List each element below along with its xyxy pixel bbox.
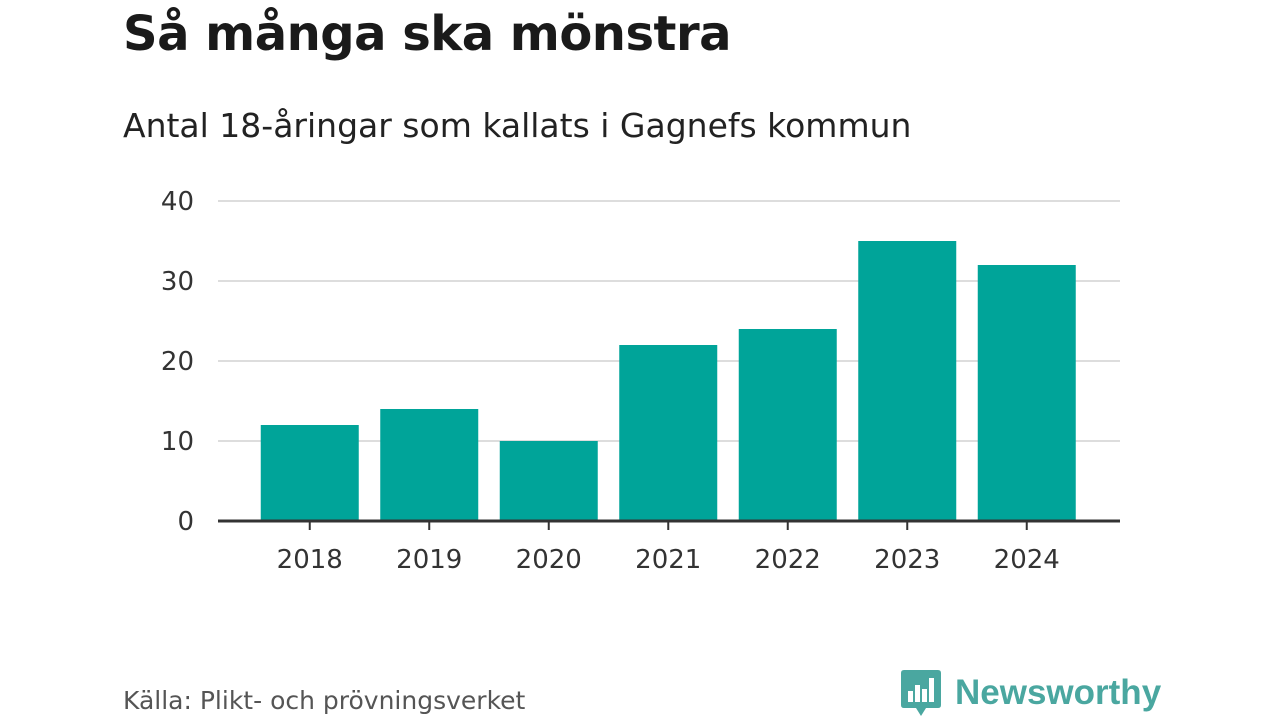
brand-logo: Newsworthy — [901, 670, 1161, 716]
bar — [380, 409, 479, 521]
x-tick-label: 2019 — [396, 545, 462, 575]
bar-chart-speech-bubble-icon — [901, 670, 941, 716]
bar — [619, 345, 718, 521]
chart-title: Så många ska mönstra — [123, 6, 732, 62]
bar — [977, 265, 1076, 521]
brand-name: Newsworthy — [955, 673, 1162, 712]
x-tick-label: 2023 — [874, 545, 940, 575]
bar-chart: 0 10 20 30 40 2018 2019 2020 2021 2022 2023 2024 — [161, 187, 1120, 575]
bar — [858, 241, 957, 521]
x-tick-label: 2018 — [277, 545, 343, 575]
bars — [260, 241, 1076, 521]
y-tick-label: 30 — [161, 267, 194, 297]
axes: 0 10 20 30 40 2018 2019 2020 2021 2022 2023 2024 — [161, 187, 1120, 575]
y-tick-label: 10 — [161, 427, 194, 457]
y-tick-label: 20 — [161, 347, 194, 377]
x-tick-label: 2022 — [755, 545, 821, 575]
x-tick-label: 2024 — [994, 545, 1060, 575]
chart-subtitle: Antal 18-åringar som kallats i Gagnefs k… — [123, 106, 912, 145]
x-tick-label: 2021 — [635, 545, 701, 575]
source-note: Källa: Plikt- och prövningsverket — [123, 686, 526, 715]
bar — [738, 329, 837, 521]
y-tick-label: 40 — [161, 187, 194, 217]
bar — [499, 441, 598, 521]
bar — [260, 425, 359, 521]
x-tick-label: 2020 — [516, 545, 582, 575]
y-tick-label: 0 — [177, 507, 194, 537]
